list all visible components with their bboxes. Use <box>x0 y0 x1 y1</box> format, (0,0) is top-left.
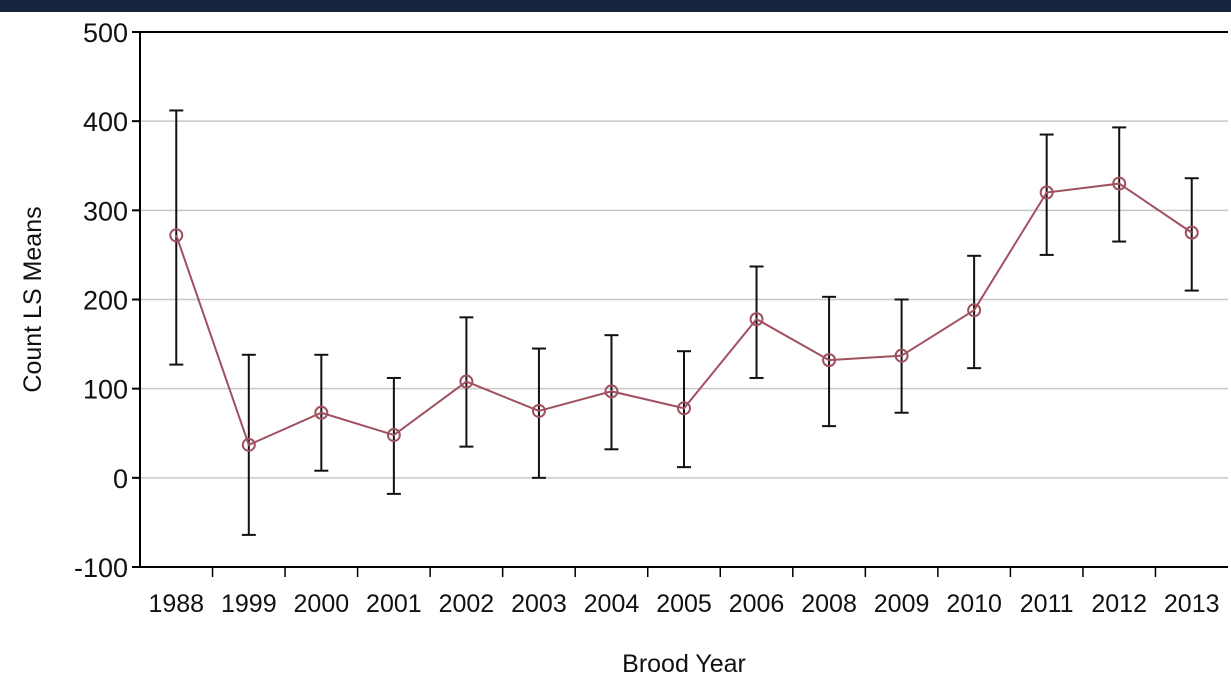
x-tick-label-2008: 2008 <box>801 590 857 618</box>
x-tick-label-2003: 2003 <box>511 590 567 618</box>
data-point-2000 <box>314 405 329 420</box>
y-tick-label--100: -100 <box>74 553 128 583</box>
data-point-1988 <box>169 228 184 243</box>
error-bar-2006 <box>749 265 764 379</box>
y-tick-label-200: 200 <box>83 286 128 316</box>
y-tick-label-400: 400 <box>83 107 128 137</box>
x-tick-label-2012: 2012 <box>1091 590 1147 618</box>
error-bar-2008 <box>822 295 837 428</box>
error-bar-2013 <box>1184 177 1199 292</box>
x-tick-label-2005: 2005 <box>656 590 712 618</box>
axes <box>132 31 1228 577</box>
y-tick-label-100: 100 <box>83 375 128 405</box>
x-tick-label-2011: 2011 <box>1020 590 1074 618</box>
series-line-group <box>169 176 1199 452</box>
data-point-2002 <box>459 374 474 389</box>
error-bars <box>169 109 1199 536</box>
series-line <box>175 182 1193 447</box>
x-axis-title: Brood Year <box>622 650 746 678</box>
data-point-2011 <box>1039 185 1054 200</box>
data-point-2005 <box>677 401 691 416</box>
error-bar-2011 <box>1039 133 1054 256</box>
y-tick-label-300: 300 <box>83 196 128 226</box>
data-point-2003 <box>531 403 546 418</box>
data-point-2009 <box>894 348 909 363</box>
data-point-2013 <box>1184 225 1199 240</box>
data-point-2001 <box>386 428 401 443</box>
y-axis-title: Count LS Means <box>19 206 47 392</box>
top-bar <box>0 0 1231 12</box>
tick-labels: -100 0 100 200 300 400 500 1988 1999 2000 2001 2002… <box>74 18 1220 618</box>
x-tick-label-2009: 2009 <box>874 590 930 618</box>
data-point-2006 <box>749 312 764 327</box>
x-tick-label-2006: 2006 <box>729 590 785 618</box>
x-tick-label-2000: 2000 <box>294 590 350 618</box>
x-tick-label-1999: 1999 <box>221 590 277 618</box>
y-tick-label-500: 500 <box>83 18 128 48</box>
data-point-2004 <box>604 384 619 399</box>
x-tick-label-2010: 2010 <box>946 590 1002 618</box>
error-bar-2003 <box>531 347 546 479</box>
error-bar-2010 <box>967 254 982 370</box>
data-point-2008 <box>822 353 837 368</box>
data-point-1999 <box>241 437 256 452</box>
x-tick-label-2002: 2002 <box>439 590 495 618</box>
x-tick-label-2001: 2001 <box>366 590 422 618</box>
data-point-2010 <box>967 303 982 318</box>
x-tick-label-2004: 2004 <box>584 590 640 618</box>
x-tick-label-2013: 2013 <box>1164 590 1220 618</box>
y-tick-label-0: 0 <box>113 464 128 494</box>
data-point-2012 <box>1112 176 1127 191</box>
x-tick-label-1988: 1988 <box>148 590 204 618</box>
